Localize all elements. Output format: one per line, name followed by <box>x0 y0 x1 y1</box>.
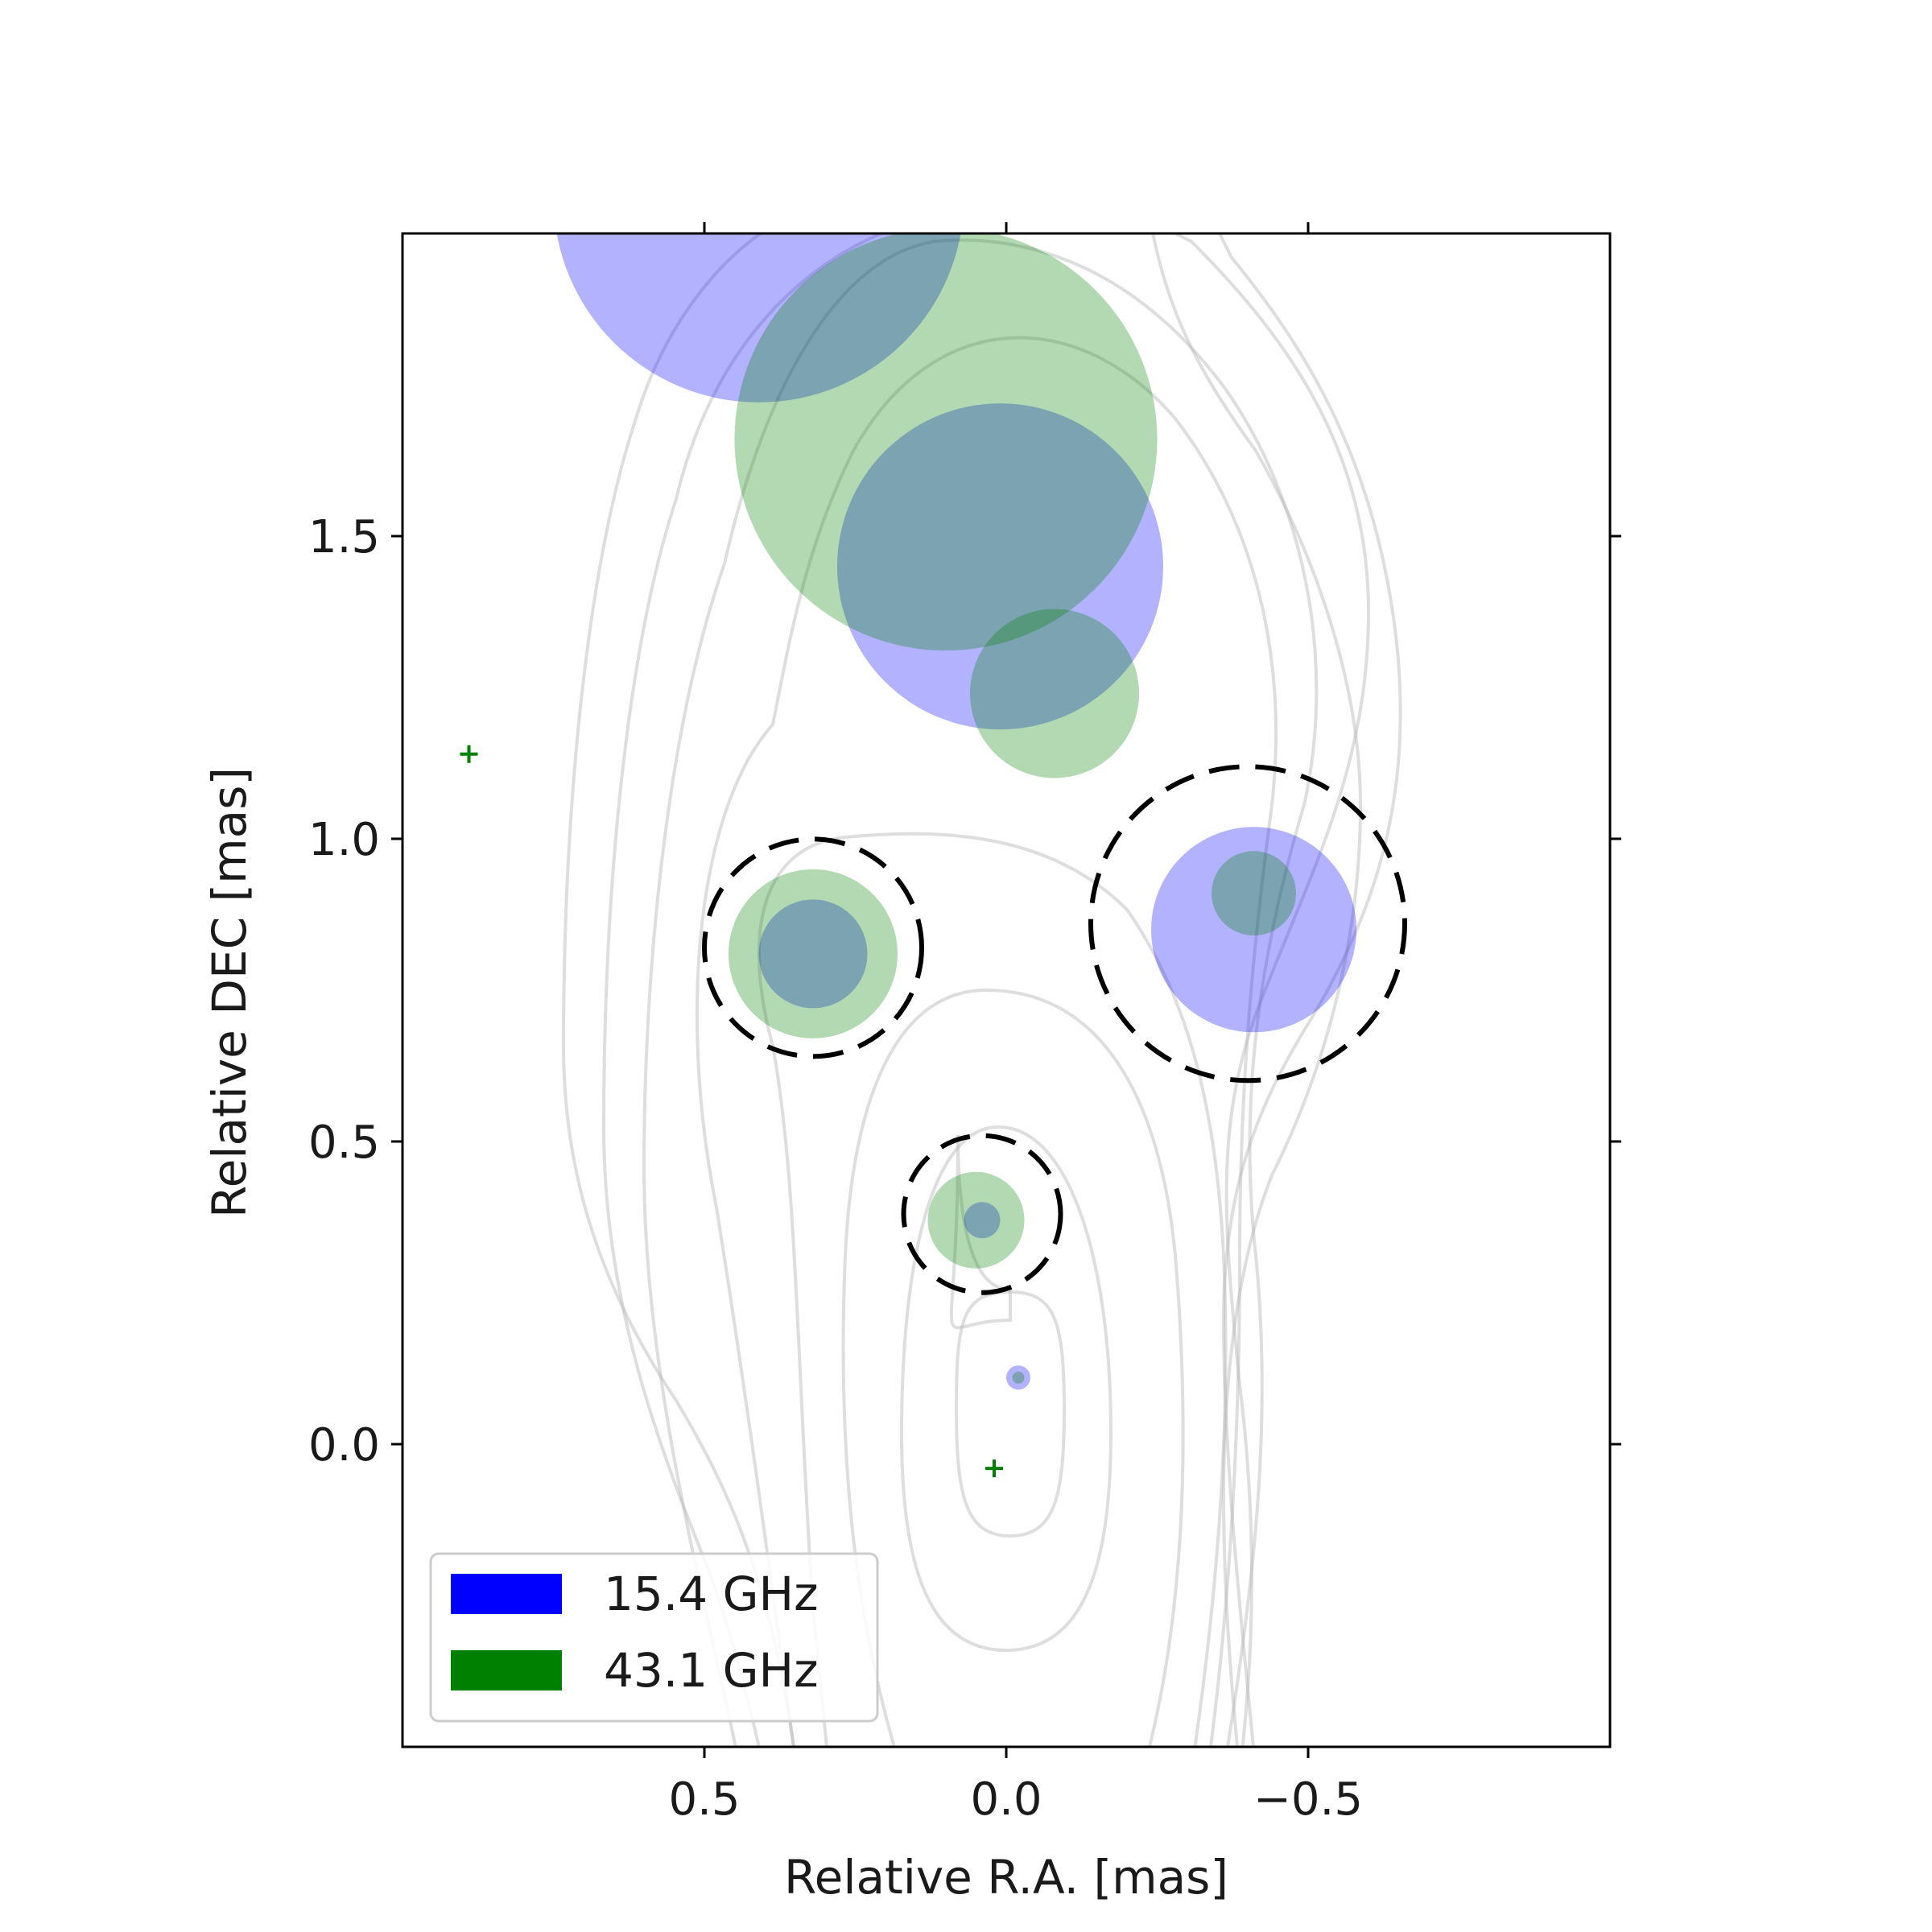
dashed-circle-3 <box>901 1133 1063 1295</box>
component-15ghz-2 <box>837 403 1163 730</box>
contour-9 <box>1151 233 1363 1747</box>
contour-1 <box>954 1290 1067 1538</box>
x-axis-label: Relative R.A. [mas] <box>784 1850 1228 1905</box>
component-43ghz-4 <box>1212 851 1296 936</box>
cross-marker-2 <box>985 1459 1003 1478</box>
x-tick-label-3: −0.5 <box>1253 1773 1363 1826</box>
axes: 0.5 0.0 −0.5 0.0 0.5 1.0 1.5 <box>308 222 1621 1826</box>
y-tick-label-4: 1.5 <box>308 511 380 564</box>
y-axis-label: Relative DEC [mas] <box>202 767 257 1218</box>
dashed-circle-1 <box>702 836 924 1059</box>
component-43ghz-2 <box>970 609 1139 778</box>
component-15ghz-3 <box>758 899 868 1009</box>
x-tick-label-2: 0.0 <box>970 1773 1042 1826</box>
component-43ghz-6 <box>1012 1371 1025 1384</box>
legend-swatch-43ghz <box>451 1650 562 1690</box>
cross-markers <box>460 745 1003 1478</box>
y-tick-label-1: 0.0 <box>308 1419 380 1472</box>
model-components <box>556 233 1356 1390</box>
legend-label-15ghz: 15.4 GHz <box>604 1567 819 1621</box>
component-15ghz-4 <box>1151 827 1356 1033</box>
component-43ghz-3 <box>729 869 898 1038</box>
contour-8 <box>561 233 1402 1747</box>
component-15ghz-6 <box>1006 1365 1030 1390</box>
cross-marker-1 <box>460 745 478 763</box>
legend-label-43ghz: 43.1 GHz <box>604 1643 819 1698</box>
component-43ghz-5 <box>927 1171 1025 1269</box>
y-tick-label-3: 1.0 <box>308 814 380 866</box>
x-tick-label-1: 0.5 <box>668 1773 740 1826</box>
contour-2 <box>899 1125 1113 1653</box>
legend-swatch-15ghz <box>451 1574 562 1614</box>
y-tick-label-2: 0.5 <box>308 1117 380 1169</box>
contour-5 <box>695 336 1278 1747</box>
legend: 15.4 GHz 43.1 GHz <box>429 1552 879 1723</box>
contour-1 <box>949 1134 1012 1330</box>
component-15ghz-5 <box>964 1202 1001 1239</box>
intensity-contours <box>561 233 1402 1747</box>
contour-7 <box>601 233 1371 1747</box>
component-43ghz-1 <box>734 233 1158 651</box>
dashed-circle-2 <box>1088 764 1407 1084</box>
contour-6 <box>642 238 1319 1747</box>
dashed-circles <box>702 764 1407 1295</box>
contour-3 <box>841 988 1185 1747</box>
component-15ghz-1 <box>556 233 961 402</box>
